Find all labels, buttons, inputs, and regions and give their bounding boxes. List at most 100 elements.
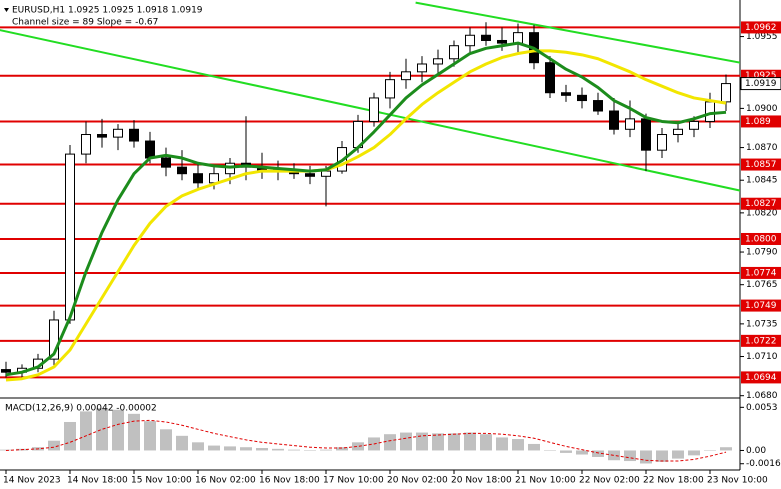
candle-body [129, 128, 139, 142]
macd-bar [704, 450, 716, 451]
macd-bar [400, 432, 412, 451]
macd-bar [96, 408, 108, 451]
level-label: 1.0962 [745, 23, 777, 33]
x-tick-label: 22 Nov 18:00 [643, 476, 704, 486]
macd-bar [144, 421, 156, 451]
candle-body [497, 39, 507, 44]
macd-bar [640, 450, 652, 464]
y-tick-label: 1.0680 [746, 391, 778, 401]
level-label-box [741, 371, 781, 384]
level-label-box [741, 266, 781, 279]
x-tick-label: 23 Nov 10:00 [707, 476, 768, 486]
candle-body [481, 34, 491, 41]
level-label-box [741, 115, 781, 128]
macd-bar [656, 450, 668, 462]
macd-bar [448, 433, 460, 451]
candle-body [545, 62, 555, 94]
y-tick-label: 1.0845 [746, 176, 778, 186]
candle-body [49, 319, 59, 360]
x-tick-label: 21 Nov 10:00 [515, 476, 576, 486]
x-tick-label: 14 Nov 2023 [3, 476, 61, 486]
level-label: 1.0694 [745, 373, 777, 383]
y-tick-label: 1.0870 [746, 143, 778, 153]
macd-bar [560, 450, 572, 453]
candle-body [145, 140, 155, 159]
macd-bar [496, 437, 508, 451]
candle-body [65, 153, 75, 321]
macd-bar [576, 450, 588, 455]
candle-body [689, 120, 699, 130]
current-price-label: 1.0919 [745, 79, 777, 89]
level-label-box [741, 334, 781, 347]
candle-body [81, 134, 91, 155]
level-label: 1.089 [745, 117, 771, 127]
axes: 1.0955 1.0900 1.0870 1.0845 1.0820 1.0790 1.07… [3, 21, 781, 486]
macd-bar [112, 409, 124, 451]
x-tick-label: 16 Nov 02:00 [195, 476, 256, 486]
macd-title: MACD(12,26,9) 0.00042 -0.00002 [5, 404, 157, 414]
y-tick-label: 1.0820 [746, 208, 778, 218]
candle-body [433, 58, 443, 65]
macd-bar [544, 450, 556, 451]
x-tick-label: 14 Nov 18:00 [67, 476, 128, 486]
y-tick-label: 1.0735 [746, 319, 778, 329]
y-tick-label: 1.0790 [746, 248, 778, 258]
macd-bar [176, 435, 188, 451]
level-label-box [741, 232, 781, 245]
candle-body [385, 79, 395, 99]
candle-body [449, 45, 459, 60]
y-tick-label: 1.0900 [746, 104, 778, 114]
channel-line [415, 1, 740, 64]
candle-body [401, 71, 411, 81]
candle-body [625, 118, 635, 130]
candle-body [305, 173, 315, 177]
level-label: 1.0925 [745, 71, 777, 81]
candle-body [97, 134, 107, 138]
macd-bar [320, 449, 332, 451]
moving-average [5, 41, 727, 377]
candle-body [561, 92, 571, 96]
y-tick-label: 0.00 [746, 446, 766, 456]
macd-bar [208, 445, 220, 451]
macd-bar [608, 450, 620, 461]
macd-bar [288, 449, 300, 451]
level-label-box [741, 197, 781, 210]
candle-body [609, 110, 619, 130]
level-label: 1.0827 [745, 199, 777, 209]
x-tick-label: 22 Nov 02:00 [579, 476, 640, 486]
macd-bar [512, 439, 524, 451]
macd-bar [528, 443, 540, 451]
macd-plot [0, 408, 732, 464]
level-label: 1.0722 [745, 336, 777, 346]
channel-annotation: Channel size = 89 Slope = -0.67 [12, 18, 158, 28]
candle-body [513, 32, 523, 44]
macd-bar [352, 442, 364, 451]
candle-body [161, 157, 171, 168]
x-tick-label: 16 Nov 18:00 [259, 476, 320, 486]
x-tick-label: 15 Nov 10:00 [131, 476, 192, 486]
macd-bar [240, 447, 252, 451]
x-tick-label: 20 Nov 02:00 [387, 476, 448, 486]
x-tick-label: 17 Nov 10:00 [323, 476, 384, 486]
macd-bar [64, 421, 76, 451]
y-tick-label: -0.00163 [746, 459, 781, 469]
level-label: 1.0774 [745, 268, 777, 278]
symbol-icon [4, 8, 9, 12]
candle-body [177, 166, 187, 175]
macd-bar [192, 442, 204, 451]
main-plot [0, 1, 740, 382]
macd-bar [480, 434, 492, 451]
macd-bar [80, 411, 92, 451]
y-tick-label: 1.0955 [746, 32, 778, 42]
candle-body [465, 34, 475, 47]
candle-body [657, 134, 667, 151]
x-tick-label: 20 Nov 18:00 [451, 476, 512, 486]
candle-body [721, 83, 731, 103]
candle-body [577, 94, 587, 102]
candle-body [593, 100, 603, 112]
level-label-box [741, 158, 781, 171]
macd-bar [336, 447, 348, 451]
candle-body [209, 173, 219, 184]
